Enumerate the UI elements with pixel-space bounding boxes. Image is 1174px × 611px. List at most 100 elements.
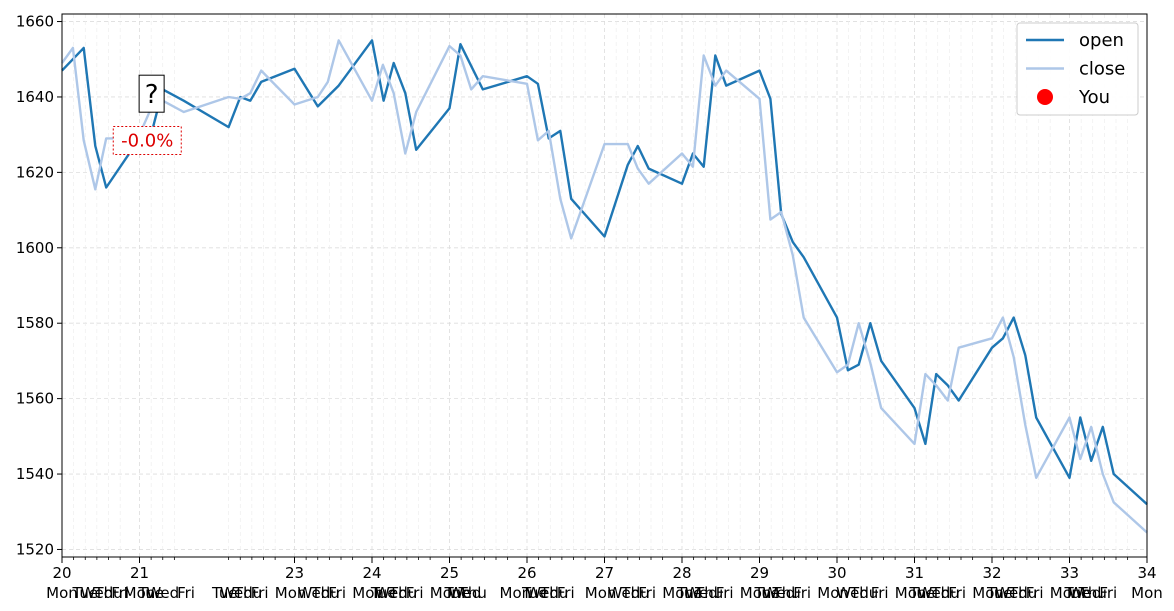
y-tick-label: 1640 — [16, 88, 54, 106]
y-tick-label: 1540 — [16, 465, 54, 483]
x-weekday-label: Thu — [930, 584, 959, 602]
x-tick-label: 32 — [982, 564, 1001, 582]
x-tick-label: 20 — [52, 564, 71, 582]
x-weekday-label: Fri — [948, 584, 966, 602]
x-tick-label: 28 — [672, 564, 691, 582]
question-box — [138, 74, 165, 113]
x-weekday-label: Tue — [753, 584, 780, 602]
x-weekday-label: Fri — [793, 584, 811, 602]
x-weekday-label: Wed — [146, 584, 179, 602]
x-tick-label: 24 — [362, 564, 381, 582]
series-lines — [61, 39, 1148, 534]
x-weekday-label: Tue — [521, 584, 548, 602]
grid — [61, 14, 1148, 557]
x-weekday-label: Fri — [406, 584, 424, 602]
y-tick-label: 1520 — [16, 540, 54, 558]
annotations: ? -0.0% — [112, 74, 182, 155]
legend-swatch-You — [1037, 89, 1053, 105]
x-weekday-label: Wed — [526, 584, 559, 602]
x-weekday-label: Wed — [449, 584, 482, 602]
x-weekday-label: Tue — [443, 584, 470, 602]
x-weekday-label: Wed — [918, 584, 951, 602]
axes: 1520 1540 1560 1580 1600 1620 1640 1660 20 21 23 24… — [16, 13, 1163, 602]
x-weekday-label: Wed — [836, 584, 869, 602]
y-tick-label: 1600 — [16, 239, 54, 257]
legend-label-You: You — [1078, 87, 1110, 108]
x-weekday-label: Fri — [111, 584, 129, 602]
x-weekday-label: Fri — [716, 584, 734, 602]
x-weekday-label: Fri — [557, 584, 575, 602]
x-tick-label: 23 — [285, 564, 304, 582]
x-weekday-label: Fri — [1099, 584, 1117, 602]
x-weekday-label: Mon — [1050, 584, 1082, 602]
x-weekday-label: Thu — [694, 584, 723, 602]
x-weekday-label: Thu — [93, 584, 122, 602]
x-weekday-label: Wed — [375, 584, 408, 602]
x-weekday-label: Wed — [608, 584, 641, 602]
x-weekday-label: Thu — [539, 584, 568, 602]
y-tick-label: 1580 — [16, 314, 54, 332]
x-weekday-label: Wed — [298, 584, 331, 602]
x-weekday-label: Mon — [46, 584, 78, 602]
x-weekday-label: Thu — [1078, 584, 1107, 602]
x-weekday-label: Fri — [177, 584, 195, 602]
x-weekday-label: Tue — [676, 584, 703, 602]
x-weekday-label: Wed — [995, 584, 1028, 602]
x-weekday-label: Wed — [1069, 584, 1102, 602]
legend-label-close: close — [1079, 59, 1125, 80]
y-tick-label: 1660 — [16, 13, 54, 31]
x-weekday-label: Wed — [685, 584, 718, 602]
x-weekday-label: Mon — [585, 584, 617, 602]
x-tick-label: 27 — [595, 564, 614, 582]
x-tick-label: 33 — [1060, 564, 1079, 582]
x-weekday-label: Mon — [124, 584, 156, 602]
x-weekday-label: Mon — [740, 584, 772, 602]
x-weekday-label: Mon — [430, 584, 462, 602]
x-weekday-label: Thu — [233, 584, 262, 602]
x-weekday-label: Mon — [500, 584, 532, 602]
x-weekday-label: Fri — [1026, 584, 1044, 602]
x-weekday-label: Mon — [817, 584, 849, 602]
x-weekday-label: Tue — [986, 584, 1013, 602]
x-weekday-label: Thu — [458, 584, 487, 602]
series-line-open — [61, 39, 1148, 506]
change-label: -0.0% — [121, 130, 173, 151]
x-weekday-label: Wed — [763, 584, 796, 602]
x-weekday-label: Tue — [908, 584, 935, 602]
x-weekday-label: Tue — [370, 584, 397, 602]
x-tick-label: 31 — [905, 564, 924, 582]
x-tick-label: 30 — [827, 564, 846, 582]
x-weekday-label: Tue — [71, 584, 98, 602]
x-tick-label: 29 — [750, 564, 769, 582]
x-weekday-label: Mon — [895, 584, 927, 602]
x-weekday-label: Thu — [772, 584, 801, 602]
x-weekday-label: Mon — [352, 584, 384, 602]
legend: open close You — [1016, 22, 1139, 116]
y-tick-label: 1620 — [16, 163, 54, 181]
x-weekday-label: Tue — [137, 584, 164, 602]
x-weekday-label: Wed — [81, 584, 114, 602]
x-weekday-label: Thu — [1008, 584, 1037, 602]
x-weekday-label: Mon — [662, 584, 694, 602]
x-tick-label: 25 — [440, 564, 459, 582]
x-weekday-label: Wed — [220, 584, 253, 602]
y-tick-label: 1560 — [16, 390, 54, 408]
x-tick-label: 26 — [517, 564, 536, 582]
x-weekday-label: Mon — [275, 584, 307, 602]
x-weekday-label: Thu — [388, 584, 417, 602]
x-weekday-label: Tue — [1063, 584, 1090, 602]
x-weekday-label: Fri — [871, 584, 889, 602]
x-tick-label: 21 — [130, 564, 149, 582]
change-box — [112, 125, 182, 155]
x-weekday-label: Thu — [310, 584, 339, 602]
x-tick-label: 34 — [1137, 564, 1156, 582]
x-weekday-label: Tue — [211, 584, 238, 602]
legend-label-open: open — [1079, 30, 1124, 51]
question-label: ? — [145, 80, 159, 110]
x-weekday-label: Mon — [972, 584, 1004, 602]
x-weekday-label: Fri — [251, 584, 269, 602]
x-weekday-label: Fri — [638, 584, 656, 602]
plot-frame — [61, 13, 1148, 558]
series-line-close — [61, 39, 1148, 534]
